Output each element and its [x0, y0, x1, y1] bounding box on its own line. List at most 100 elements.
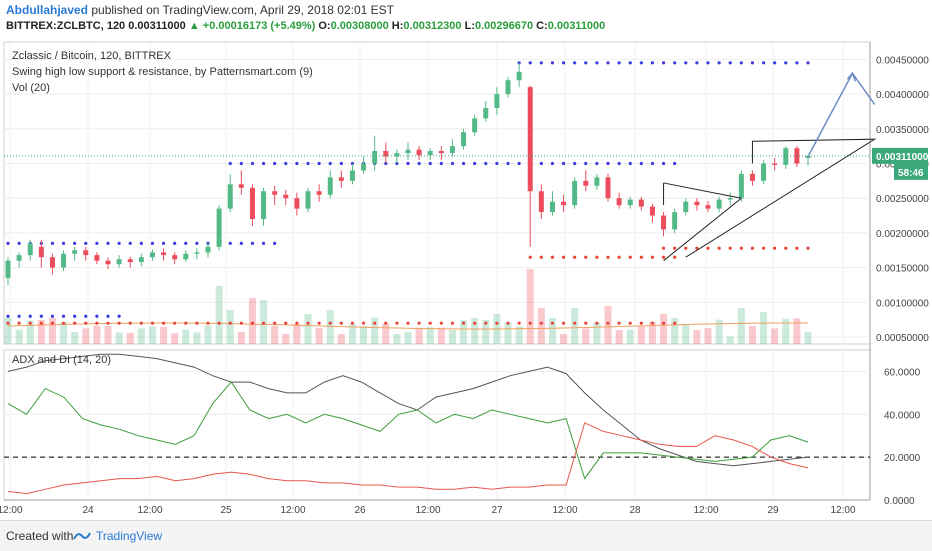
support-dot [461, 321, 466, 325]
time-tick-label: 28 [629, 505, 641, 516]
price-tick-label: 0.00100000 [876, 298, 929, 309]
resistance-dot [39, 314, 43, 318]
candle-body [116, 259, 122, 265]
candle-body [594, 177, 600, 186]
tradingview-link[interactable]: TradingView [96, 529, 163, 543]
close-value: 0.00311000 [547, 20, 606, 32]
legend-adx: ADX and DI (14, 20) [12, 354, 112, 366]
candle-body [194, 252, 200, 254]
resistance-dot [150, 241, 155, 245]
candle-body [72, 250, 78, 254]
candle-body [527, 87, 533, 192]
volume-bar [804, 331, 812, 344]
support-dot [173, 321, 177, 325]
volume-bar [437, 327, 445, 344]
resistance-dot [606, 161, 610, 166]
candle-body [738, 173, 744, 199]
resistance-dot [106, 314, 110, 318]
volume-bar [715, 319, 723, 344]
support-dot [6, 321, 10, 325]
volume-bar [760, 312, 768, 344]
publish-info: published on TradingView.com, April 29, … [91, 3, 395, 17]
author-link[interactable]: Abdullahjaved [6, 3, 89, 17]
candle-body [461, 132, 467, 147]
support-dot [661, 246, 666, 250]
resistance-dot [650, 61, 655, 65]
candle-body [149, 252, 155, 258]
resistance-dot [106, 241, 110, 245]
support-dot [561, 255, 566, 259]
small-triangle-pattern [663, 182, 742, 262]
candle-body [216, 208, 222, 247]
volume-bar [182, 329, 190, 344]
resistance-dot [261, 241, 266, 245]
support-dot [606, 321, 610, 325]
resistance-dot [650, 161, 655, 166]
resistance-dot [728, 61, 732, 65]
support-dot [595, 255, 599, 259]
support-dot [550, 321, 555, 325]
open-value: 0.00308000 [330, 20, 389, 32]
support-dot [139, 321, 143, 325]
candle-body [349, 170, 355, 181]
resistance-dot [195, 241, 199, 245]
volume-bar [515, 326, 523, 344]
support-dot [406, 321, 410, 325]
resistance-dot [561, 161, 566, 166]
volume-bar [326, 310, 334, 344]
volume-bar [82, 328, 90, 344]
support-dot [661, 321, 666, 325]
support-dot [350, 321, 355, 325]
resistance-dot [750, 61, 755, 65]
candle-body [227, 184, 233, 209]
di-minus-line [7, 422, 809, 495]
volume-bar [582, 328, 590, 344]
resistance-dot [139, 241, 143, 245]
candle-body [383, 150, 389, 157]
resistance-dot [228, 241, 232, 245]
resistance-dot [417, 161, 421, 166]
support-dot [717, 246, 721, 250]
candle-body [805, 155, 811, 158]
candle-body [694, 201, 700, 206]
time-tick-label: 12:00 [137, 505, 162, 516]
candle-body [705, 205, 711, 209]
support-dot [595, 321, 599, 325]
volume-bar [104, 326, 112, 344]
volume-bar [215, 286, 223, 344]
support-dot [695, 246, 699, 250]
volume-bar [237, 332, 245, 344]
resistance-dot [784, 61, 788, 65]
candle-body [405, 149, 411, 154]
support-dot [339, 321, 343, 325]
candle-body [627, 199, 633, 206]
price-tick-label: 0.00450000 [876, 55, 929, 66]
volume-bar [282, 334, 290, 344]
resistance-dot [117, 241, 121, 245]
resistance-dot [528, 61, 532, 65]
volume-bar [571, 308, 579, 344]
resistance-dot [50, 314, 55, 318]
footer: Created with TradingView [0, 520, 932, 551]
candle-body [127, 259, 133, 263]
volume-bar [737, 308, 745, 344]
time-tick-label: 12:00 [280, 505, 305, 516]
resistance-dot [450, 161, 455, 166]
chart-canvas[interactable]: 0.004500000.004000000.003500000.00300000… [0, 0, 932, 520]
time-tick-label: 12:00 [693, 505, 718, 516]
candle-body [583, 180, 589, 186]
publish-line: Abdullahjaved published on TradingView.c… [6, 3, 394, 17]
volume-bar [748, 326, 756, 344]
volume-bar [193, 332, 201, 344]
price-tick-label: 0.00050000 [876, 333, 929, 344]
time-tick-label: 12:00 [0, 505, 23, 516]
support-dot [295, 321, 299, 325]
candle-body [294, 198, 300, 209]
volume-bar [537, 308, 545, 344]
resistance-dot [84, 241, 88, 245]
support-dot [473, 321, 477, 325]
resistance-dot [506, 161, 510, 166]
volume-bar [304, 314, 312, 344]
support-dot [773, 246, 777, 250]
support-dot [250, 321, 255, 325]
